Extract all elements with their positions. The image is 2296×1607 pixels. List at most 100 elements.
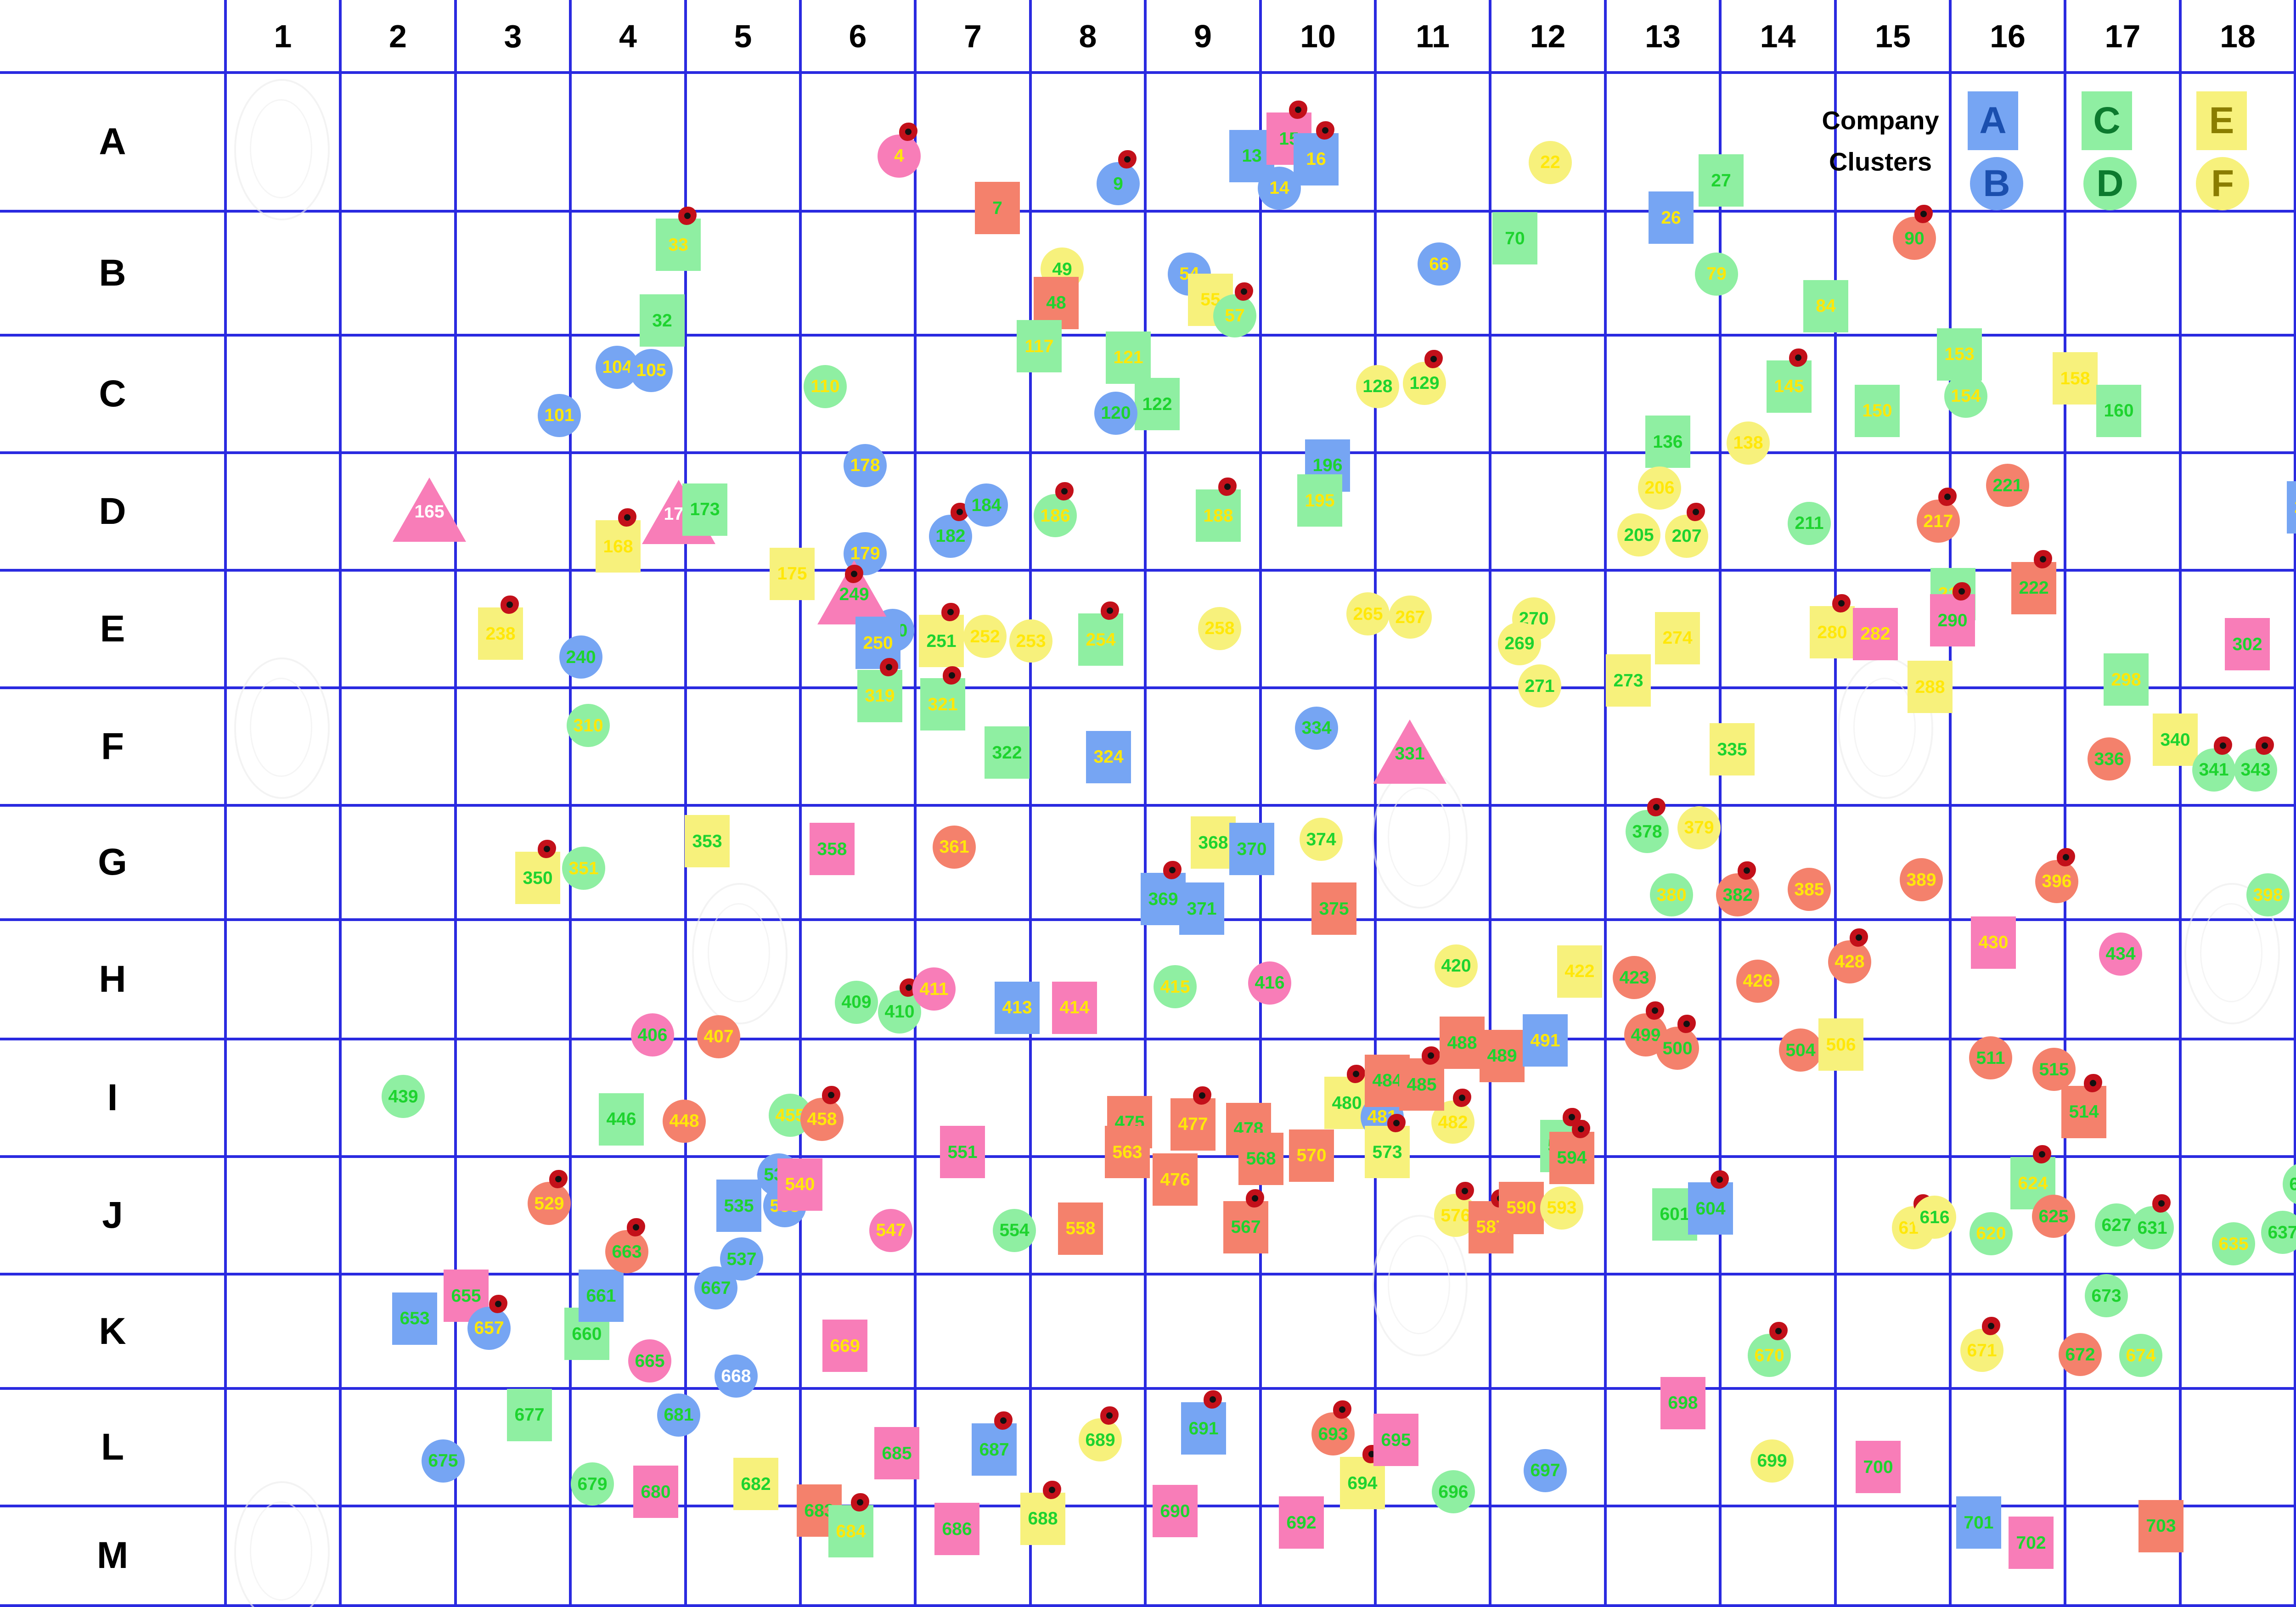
unit-marker-361[interactable]: 361 (933, 825, 976, 869)
unit-marker-701[interactable]: 701 (1956, 1496, 2001, 1549)
unit-marker-250[interactable]: 250 (855, 617, 901, 669)
unit-marker-655[interactable]: 655 (444, 1270, 489, 1322)
unit-marker-551[interactable]: 551 (940, 1126, 985, 1178)
unit-marker-690[interactable]: 690 (1152, 1485, 1198, 1537)
unit-marker-416[interactable]: 416 (1248, 961, 1291, 1005)
unit-marker-186[interactable]: 186 (1034, 482, 1077, 537)
unit-marker-217[interactable]: 217 (1916, 488, 1960, 543)
unit-marker-428[interactable]: 428 (1828, 928, 1871, 983)
unit-marker-406[interactable]: 406 (630, 1013, 674, 1056)
unit-marker-343[interactable]: 343 (2234, 736, 2277, 792)
unit-marker-211[interactable]: 211 (1787, 501, 1831, 545)
unit-marker-692[interactable]: 692 (1278, 1496, 1324, 1549)
unit-marker-506[interactable]: 506 (1818, 1018, 1863, 1071)
unit-marker-616[interactable]: 616 (1913, 1196, 1956, 1239)
unit-marker-620[interactable]: 620 (1969, 1212, 2013, 1255)
unit-marker-154[interactable]: 154 (1944, 374, 1987, 418)
unit-marker-594[interactable]: 594 (1549, 1119, 1594, 1184)
unit-marker-426[interactable]: 426 (1736, 959, 1779, 1003)
unit-marker-685[interactable]: 685 (874, 1427, 919, 1479)
unit-marker-625[interactable]: 625 (2032, 1195, 2075, 1238)
unit-marker-358[interactable]: 358 (809, 823, 855, 875)
unit-marker-657[interactable]: 657 (467, 1294, 511, 1350)
unit-marker-267[interactable]: 267 (1388, 596, 1432, 639)
unit-marker-66[interactable]: 66 (1418, 242, 1461, 286)
unit-marker-90[interactable]: 90 (1893, 205, 1936, 260)
unit-marker-476[interactable]: 476 (1152, 1153, 1198, 1206)
unit-marker-670[interactable]: 670 (1748, 1322, 1791, 1377)
unit-marker-252[interactable]: 252 (963, 615, 1007, 658)
unit-marker-353[interactable]: 353 (685, 815, 730, 867)
unit-marker-420[interactable]: 420 (1435, 944, 1478, 988)
unit-marker-499[interactable]: 499 (1624, 1001, 1668, 1056)
unit-marker-644[interactable]: 644 (2282, 1163, 2296, 1206)
unit-marker-568[interactable]: 568 (1238, 1132, 1283, 1185)
unit-marker-158[interactable]: 158 (2053, 352, 2098, 405)
unit-marker-504[interactable]: 504 (1779, 1028, 1822, 1072)
unit-marker-677[interactable]: 677 (507, 1388, 552, 1441)
unit-marker-370[interactable]: 370 (1229, 823, 1275, 875)
unit-marker-661[interactable]: 661 (578, 1270, 624, 1322)
unit-marker-331[interactable]: 331 (1373, 719, 1446, 784)
unit-marker-535[interactable]: 535 (716, 1180, 762, 1232)
unit-marker-351[interactable]: 351 (562, 847, 605, 890)
unit-marker-27[interactable]: 27 (1698, 154, 1744, 207)
unit-marker-350[interactable]: 350 (515, 840, 560, 904)
unit-marker-136[interactable]: 136 (1645, 416, 1690, 468)
unit-marker-689[interactable]: 689 (1079, 1406, 1122, 1461)
unit-marker-663[interactable]: 663 (605, 1218, 648, 1273)
unit-marker-389[interactable]: 389 (1900, 858, 1943, 901)
unit-marker-409[interactable]: 409 (834, 980, 878, 1024)
unit-marker-679[interactable]: 679 (571, 1462, 614, 1506)
unit-marker-178[interactable]: 178 (844, 444, 887, 487)
unit-marker-33[interactable]: 33 (656, 207, 701, 271)
unit-marker-14[interactable]: 14 (1258, 166, 1301, 210)
unit-marker-9[interactable]: 9 (1097, 150, 1140, 205)
unit-marker-694[interactable]: 694 (1339, 1445, 1385, 1509)
unit-marker-515[interactable]: 515 (2032, 1048, 2076, 1091)
unit-marker-138[interactable]: 138 (1726, 421, 1770, 465)
unit-marker-379[interactable]: 379 (1677, 806, 1721, 849)
unit-marker-671[interactable]: 671 (1960, 1317, 2003, 1372)
unit-marker-375[interactable]: 375 (1311, 882, 1356, 935)
unit-marker-398[interactable]: 398 (2246, 873, 2290, 916)
unit-marker-631[interactable]: 631 (2130, 1194, 2174, 1249)
unit-marker-340[interactable]: 340 (2152, 714, 2198, 766)
unit-marker-696[interactable]: 696 (1431, 1470, 1475, 1513)
unit-marker-682[interactable]: 682 (733, 1458, 778, 1510)
unit-marker-206[interactable]: 206 (1638, 466, 1681, 510)
unit-marker-702[interactable]: 702 (2008, 1517, 2054, 1569)
unit-marker-258[interactable]: 258 (1198, 607, 1241, 650)
unit-marker-368[interactable]: 368 (1190, 816, 1236, 869)
unit-marker-253[interactable]: 253 (1009, 619, 1052, 663)
unit-marker-32[interactable]: 32 (639, 294, 685, 347)
unit-marker-477[interactable]: 477 (1170, 1086, 1216, 1151)
unit-marker-105[interactable]: 105 (630, 348, 673, 392)
unit-marker-529[interactable]: 529 (527, 1170, 571, 1225)
unit-marker-168[interactable]: 168 (596, 508, 641, 573)
unit-marker-681[interactable]: 681 (657, 1393, 700, 1437)
unit-marker-423[interactable]: 423 (1612, 956, 1656, 999)
unit-marker-207[interactable]: 207 (1665, 502, 1708, 558)
unit-marker-434[interactable]: 434 (2099, 932, 2143, 976)
unit-marker-514[interactable]: 514 (2061, 1073, 2106, 1138)
unit-marker-188[interactable]: 188 (1195, 478, 1241, 542)
unit-marker-165[interactable]: 165 (393, 477, 466, 542)
unit-marker-324[interactable]: 324 (1086, 730, 1131, 783)
unit-marker-160[interactable]: 160 (2096, 384, 2141, 437)
unit-marker-415[interactable]: 415 (1153, 965, 1197, 1008)
unit-marker-117[interactable]: 117 (1016, 320, 1062, 372)
unit-marker-184[interactable]: 184 (965, 483, 1008, 527)
unit-marker-695[interactable]: 695 (1373, 1414, 1418, 1466)
unit-marker-274[interactable]: 274 (1654, 612, 1700, 664)
unit-marker-413[interactable]: 413 (995, 981, 1040, 1034)
unit-marker-205[interactable]: 205 (1617, 513, 1660, 556)
unit-marker-411[interactable]: 411 (912, 967, 956, 1011)
unit-marker-675[interactable]: 675 (421, 1439, 465, 1483)
unit-marker-573[interactable]: 573 (1364, 1114, 1410, 1178)
unit-marker-458[interactable]: 458 (800, 1085, 844, 1141)
unit-marker-70[interactable]: 70 (1492, 212, 1537, 264)
unit-marker-540[interactable]: 540 (777, 1158, 822, 1211)
unit-marker-672[interactable]: 672 (2059, 1333, 2102, 1376)
unit-marker-511[interactable]: 511 (1969, 1036, 2012, 1079)
